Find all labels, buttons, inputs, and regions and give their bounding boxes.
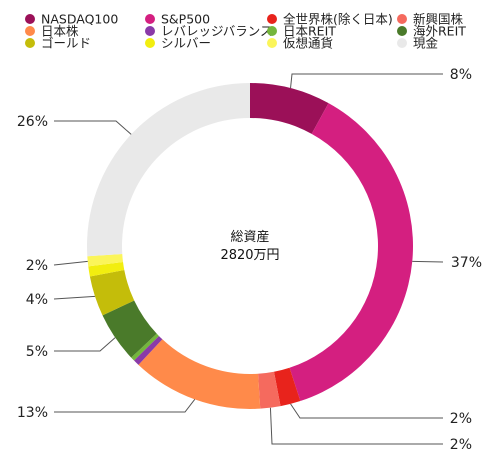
center-label: 総資産 (230, 229, 269, 245)
legend-label: 現金 (413, 36, 439, 51)
leader-line (412, 260, 444, 263)
percentage-label: 2% (26, 258, 48, 274)
legend-label: 海外REIT (413, 24, 466, 39)
donut-slice (289, 103, 414, 402)
donut-slice (258, 371, 281, 409)
legend-label: シルバー (161, 36, 211, 51)
leader-line (54, 337, 116, 352)
legend-swatch (145, 14, 155, 24)
leader-line (290, 403, 443, 419)
legend-swatch (145, 26, 155, 36)
legend-label: 新興国株 (413, 12, 464, 27)
legend-label: レバレッジバランス (161, 24, 273, 39)
donut-slice (89, 269, 135, 316)
leader-line (53, 295, 96, 300)
legend-swatch (267, 38, 277, 48)
leader-line (53, 260, 88, 266)
donut-slice (134, 335, 163, 365)
percentage-label: 2% (450, 411, 472, 427)
legend-swatch (397, 14, 407, 24)
legend-swatch (25, 14, 35, 24)
legend-swatch (145, 38, 155, 48)
donut-slice (87, 254, 124, 267)
legend-swatch (267, 26, 277, 36)
donut-slice (102, 300, 157, 358)
legend-swatch (397, 38, 407, 48)
percentage-label: 4% (26, 292, 48, 308)
percentage-labels: 8% 37% 2% 2% 13% 5% 4% 2% 26% (17, 67, 482, 453)
percentage-label: 26% (17, 114, 48, 130)
percentage-label: 2% (450, 437, 472, 453)
percentage-label: 5% (26, 344, 48, 360)
donut-slice (88, 262, 125, 277)
leader-line (54, 120, 132, 135)
legend-label: 日本REIT (283, 24, 336, 39)
leader-line (290, 73, 443, 89)
percentage-label: 8% (450, 67, 472, 83)
legend-label: 仮想通貨 (283, 36, 333, 51)
leader-lines (53, 73, 444, 445)
legend-label: S&P500 (161, 12, 210, 27)
leader-line (269, 407, 443, 445)
legend-label: 日本株 (41, 24, 79, 39)
center-value: 2820万円 (220, 248, 279, 263)
donut-slice (87, 83, 250, 257)
donut-slice (250, 83, 329, 134)
donut-slices (87, 83, 414, 409)
legend-label: ゴールド (41, 36, 91, 51)
legend-swatch (397, 26, 407, 36)
donut-slice (273, 367, 301, 407)
percentage-label: 37% (451, 255, 482, 271)
legend-swatch (25, 26, 35, 36)
donut-slice (131, 333, 159, 361)
legend-label: 全世界株(除く日本) (283, 12, 393, 27)
legend-label: NASDAQ100 (41, 12, 118, 27)
legend-swatch (25, 38, 35, 48)
legend-swatch (267, 14, 277, 24)
donut-slice (138, 339, 261, 409)
leader-line (54, 399, 196, 413)
percentage-label: 13% (17, 405, 48, 421)
